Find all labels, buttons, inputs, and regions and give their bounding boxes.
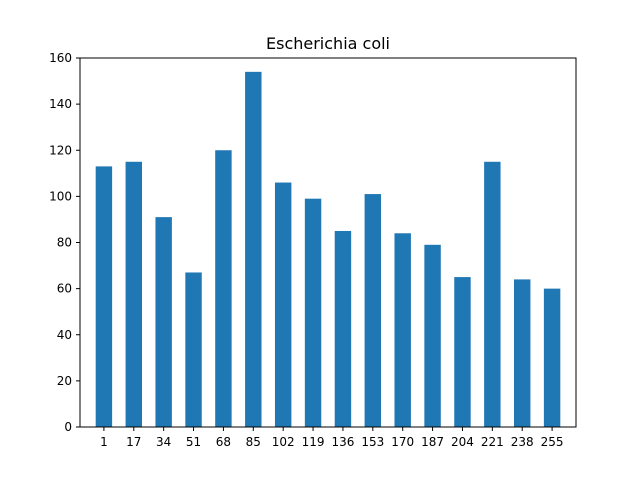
y-tick-label-120: 120 [49, 143, 72, 157]
x-tick-label-238: 238 [511, 435, 534, 449]
y-tick-label-140: 140 [49, 97, 72, 111]
bar-119 [304, 198, 322, 427]
bar-102 [274, 182, 292, 427]
axes-frame [79, 57, 577, 428]
x-tick-label-136: 136 [331, 435, 354, 449]
y-tick-label-160: 160 [49, 51, 72, 65]
x-tick-label-221: 221 [481, 435, 504, 449]
y-tick-label-40: 40 [57, 328, 72, 342]
x-tick-label-119: 119 [302, 435, 325, 449]
bar-204 [454, 277, 471, 427]
bar-17 [125, 161, 142, 427]
bar-51 [185, 272, 202, 427]
y-tick-label-0: 0 [64, 420, 72, 434]
bar-68 [215, 150, 232, 427]
x-tick-label-102: 102 [272, 435, 295, 449]
bar-221 [484, 161, 501, 427]
x-tick-label-34: 34 [156, 435, 171, 449]
y-tick-label-80: 80 [57, 236, 72, 250]
bar-238 [514, 279, 531, 427]
x-tick-label-85: 85 [246, 435, 261, 449]
bar-1 [95, 166, 113, 427]
x-tick-label-204: 204 [451, 435, 474, 449]
chart-title: Escherichia coli [266, 34, 390, 53]
bar-85 [245, 71, 262, 427]
x-tick-label-170: 170 [391, 435, 414, 449]
y-tick-label-60: 60 [57, 282, 72, 296]
x-tick-label-17: 17 [126, 435, 141, 449]
bar-170 [394, 233, 411, 427]
x-tick-label-187: 187 [421, 435, 444, 449]
y-tick-label-100: 100 [49, 189, 72, 203]
x-tick-label-153: 153 [361, 435, 384, 449]
y-tick-label-20: 20 [57, 374, 72, 388]
bar-187 [424, 244, 441, 427]
x-tick-label-68: 68 [216, 435, 231, 449]
bar-153 [364, 194, 382, 427]
bar-136 [334, 230, 352, 427]
x-tick-label-255: 255 [541, 435, 564, 449]
plot-area: 0 20 40 60 80 100 120 140 160 1 17 34 51 68 85 102 119 13… [49, 51, 577, 449]
bar-255 [543, 288, 561, 428]
bar-34 [155, 217, 172, 427]
x-tick-label-1: 1 [100, 435, 108, 449]
x-tick-label-51: 51 [186, 435, 201, 449]
